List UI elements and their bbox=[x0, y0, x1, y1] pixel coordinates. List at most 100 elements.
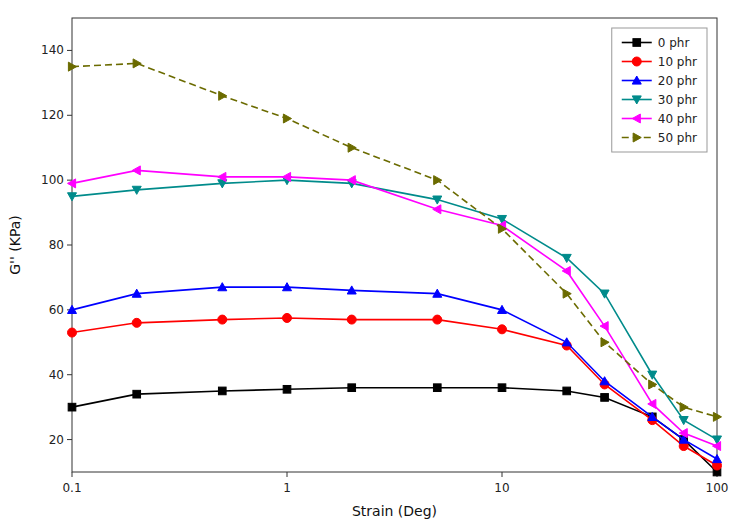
data-point bbox=[219, 91, 227, 100]
x-tick bbox=[502, 472, 503, 477]
data-point bbox=[133, 59, 141, 68]
legend-label: 0 phr bbox=[658, 36, 690, 50]
series-line bbox=[72, 318, 717, 466]
data-point bbox=[133, 390, 141, 398]
data-point bbox=[433, 289, 442, 297]
y-tick bbox=[67, 439, 72, 440]
data-point bbox=[713, 412, 721, 421]
legend-item: 40 phr bbox=[622, 112, 697, 126]
data-point bbox=[433, 205, 441, 214]
data-point bbox=[649, 380, 657, 389]
y-tick bbox=[67, 50, 72, 51]
series bbox=[68, 283, 722, 463]
data-point bbox=[283, 385, 291, 393]
legend-item: 10 phr bbox=[622, 55, 697, 69]
data-point bbox=[498, 305, 507, 313]
data-point bbox=[562, 338, 571, 346]
legend-item: 20 phr bbox=[622, 74, 697, 88]
y-tick-label: 60 bbox=[49, 303, 64, 317]
data-point bbox=[132, 318, 141, 327]
chart: 0.111010020406080100120140Strain (Deg)G'… bbox=[0, 0, 735, 530]
data-point bbox=[433, 315, 442, 324]
data-point bbox=[68, 305, 77, 313]
data-point bbox=[680, 403, 688, 412]
legend-marker bbox=[632, 57, 641, 66]
legend-label: 20 phr bbox=[658, 74, 697, 88]
legend-marker bbox=[632, 76, 641, 84]
data-point bbox=[679, 417, 688, 425]
axes: 0.111010020406080100120140 bbox=[41, 18, 728, 495]
series-line bbox=[72, 180, 717, 439]
x-tick bbox=[72, 472, 73, 477]
y-tick bbox=[67, 374, 72, 375]
legend-marker bbox=[632, 114, 640, 123]
data-point bbox=[648, 371, 657, 379]
y-tick-label: 140 bbox=[41, 43, 64, 57]
data-point bbox=[713, 442, 721, 451]
legend-item: 30 phr bbox=[622, 93, 697, 107]
legend-item: 0 phr bbox=[622, 36, 690, 50]
y-tick bbox=[67, 115, 72, 116]
legend-label: 10 phr bbox=[658, 55, 697, 69]
data-point bbox=[600, 377, 609, 385]
data-point bbox=[347, 176, 355, 185]
data-point bbox=[218, 315, 227, 324]
legend-label: 40 phr bbox=[658, 112, 697, 126]
data-point bbox=[347, 315, 356, 324]
data-point bbox=[68, 193, 77, 201]
series-line bbox=[72, 170, 717, 446]
data-point bbox=[283, 283, 292, 291]
data-point bbox=[68, 328, 77, 337]
data-point bbox=[648, 412, 657, 420]
data-point bbox=[713, 455, 722, 463]
data-point bbox=[600, 290, 609, 298]
series-line bbox=[72, 388, 717, 472]
series-line bbox=[72, 287, 717, 459]
data-point bbox=[563, 289, 571, 298]
data-point bbox=[498, 384, 506, 392]
data-point bbox=[601, 394, 609, 402]
data-point bbox=[433, 196, 442, 204]
data-point bbox=[562, 266, 570, 275]
data-point bbox=[68, 62, 76, 71]
data-point bbox=[347, 286, 356, 294]
data-point bbox=[68, 179, 76, 188]
legend-label: 50 phr bbox=[658, 131, 697, 145]
y-axis-label: G'' (KPa) bbox=[7, 215, 23, 275]
y-tick bbox=[67, 180, 72, 181]
y-tick-label: 20 bbox=[49, 433, 64, 447]
series bbox=[68, 313, 722, 470]
y-tick-label: 40 bbox=[49, 368, 64, 382]
data-point bbox=[283, 172, 291, 181]
y-tick bbox=[67, 245, 72, 246]
series bbox=[68, 166, 721, 451]
legend-marker bbox=[633, 133, 641, 142]
y-tick-label: 100 bbox=[41, 173, 64, 187]
data-point bbox=[600, 322, 608, 331]
y-tick-label: 120 bbox=[41, 108, 64, 122]
legend-item: 50 phr bbox=[622, 131, 697, 145]
y-tick-label: 80 bbox=[49, 238, 64, 252]
data-point bbox=[498, 325, 507, 334]
x-tick-label: 100 bbox=[706, 481, 729, 495]
data-point bbox=[132, 166, 140, 175]
data-point bbox=[348, 143, 356, 152]
data-point bbox=[648, 399, 656, 408]
data-point bbox=[433, 384, 441, 392]
data-point bbox=[68, 403, 76, 411]
data-point bbox=[283, 114, 291, 123]
x-tick bbox=[287, 472, 288, 477]
data-point bbox=[218, 387, 226, 395]
data-point bbox=[601, 338, 609, 347]
data-point bbox=[132, 289, 141, 297]
data-point bbox=[348, 384, 356, 392]
x-axis-label: Strain (Deg) bbox=[352, 503, 437, 519]
legend-box bbox=[612, 28, 707, 152]
data-point bbox=[434, 176, 442, 185]
x-tick-label: 1 bbox=[283, 481, 291, 495]
data-point bbox=[498, 224, 506, 233]
series bbox=[68, 177, 722, 445]
data-point bbox=[218, 172, 226, 181]
data-point bbox=[283, 313, 292, 322]
data-point bbox=[132, 186, 141, 194]
